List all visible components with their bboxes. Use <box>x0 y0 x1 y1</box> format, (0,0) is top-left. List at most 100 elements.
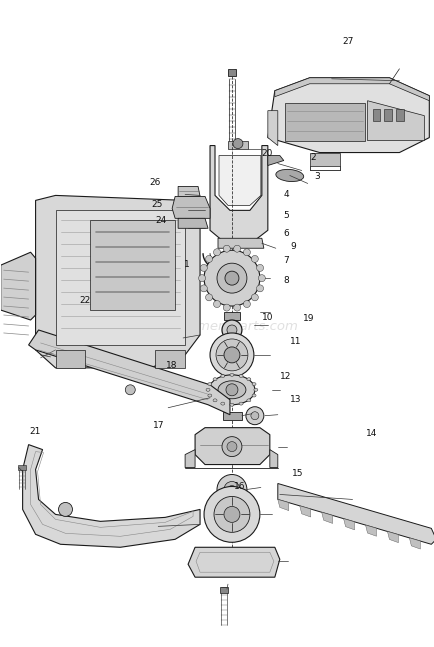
Circle shape <box>233 304 240 311</box>
Circle shape <box>125 385 135 395</box>
Ellipse shape <box>230 403 233 406</box>
Circle shape <box>250 411 258 420</box>
Polygon shape <box>194 428 269 465</box>
Text: 20: 20 <box>261 149 273 159</box>
Circle shape <box>256 285 263 292</box>
Circle shape <box>200 285 207 292</box>
Polygon shape <box>299 506 310 517</box>
Circle shape <box>251 256 258 263</box>
Circle shape <box>233 245 240 252</box>
Circle shape <box>256 265 263 271</box>
Ellipse shape <box>209 375 254 405</box>
Text: 24: 24 <box>155 216 166 225</box>
Circle shape <box>225 384 237 396</box>
Polygon shape <box>36 195 200 368</box>
Polygon shape <box>274 78 428 101</box>
Text: 19: 19 <box>302 314 314 323</box>
Circle shape <box>227 325 237 335</box>
Ellipse shape <box>220 402 224 405</box>
Ellipse shape <box>207 382 211 386</box>
Ellipse shape <box>247 399 250 402</box>
Polygon shape <box>227 69 235 76</box>
Polygon shape <box>284 103 364 140</box>
Text: 17: 17 <box>153 421 164 430</box>
Ellipse shape <box>247 378 250 380</box>
Polygon shape <box>267 78 428 153</box>
Polygon shape <box>227 140 247 149</box>
Circle shape <box>224 507 240 522</box>
Text: 26: 26 <box>148 179 160 188</box>
Polygon shape <box>267 155 283 166</box>
Text: 11: 11 <box>289 337 301 346</box>
Ellipse shape <box>220 375 224 377</box>
Circle shape <box>221 320 241 340</box>
Ellipse shape <box>217 381 245 399</box>
Text: 21: 21 <box>30 428 41 436</box>
Polygon shape <box>220 587 227 593</box>
Circle shape <box>243 301 250 307</box>
Circle shape <box>198 275 205 281</box>
Circle shape <box>227 442 237 452</box>
Polygon shape <box>224 312 240 320</box>
Polygon shape <box>56 210 185 345</box>
Circle shape <box>213 301 220 307</box>
Polygon shape <box>321 512 332 523</box>
Circle shape <box>213 248 220 256</box>
Circle shape <box>200 265 207 271</box>
Text: 12: 12 <box>279 372 291 381</box>
Circle shape <box>59 503 72 516</box>
Circle shape <box>204 487 259 542</box>
Ellipse shape <box>275 170 303 182</box>
Text: 2: 2 <box>309 153 315 162</box>
Polygon shape <box>178 186 200 197</box>
Polygon shape <box>365 525 375 536</box>
Circle shape <box>217 263 247 293</box>
Text: 6: 6 <box>283 228 288 237</box>
Ellipse shape <box>251 394 256 397</box>
Ellipse shape <box>213 378 217 380</box>
Circle shape <box>227 485 235 494</box>
Circle shape <box>214 496 249 532</box>
Polygon shape <box>187 547 279 577</box>
Polygon shape <box>384 109 391 120</box>
Circle shape <box>221 437 241 457</box>
Circle shape <box>245 407 263 424</box>
Polygon shape <box>367 101 423 140</box>
Polygon shape <box>178 218 207 228</box>
Text: 10: 10 <box>261 313 273 322</box>
Polygon shape <box>277 499 288 510</box>
Ellipse shape <box>206 388 210 391</box>
Text: 4: 4 <box>283 190 288 199</box>
Circle shape <box>224 347 240 363</box>
Ellipse shape <box>239 402 243 405</box>
Text: 7: 7 <box>283 256 288 265</box>
Text: 14: 14 <box>365 429 376 437</box>
Polygon shape <box>267 111 277 146</box>
Text: 18: 18 <box>166 361 178 370</box>
Circle shape <box>223 245 230 252</box>
Polygon shape <box>217 238 263 248</box>
Text: 25: 25 <box>151 200 162 209</box>
Ellipse shape <box>253 388 257 391</box>
Polygon shape <box>23 444 200 547</box>
Text: 3: 3 <box>314 172 319 181</box>
Circle shape <box>258 275 265 281</box>
Polygon shape <box>372 109 380 120</box>
Text: 27: 27 <box>341 36 352 45</box>
Text: eReplacementParts.com: eReplacementParts.com <box>136 320 297 333</box>
Circle shape <box>251 294 258 301</box>
Ellipse shape <box>213 399 217 402</box>
Text: 5: 5 <box>283 211 288 219</box>
Polygon shape <box>90 221 175 310</box>
Polygon shape <box>172 197 210 218</box>
Polygon shape <box>408 538 419 549</box>
Ellipse shape <box>239 375 243 377</box>
Circle shape <box>216 339 247 371</box>
Text: 1: 1 <box>184 259 190 269</box>
Circle shape <box>224 481 240 498</box>
Circle shape <box>217 474 247 505</box>
Polygon shape <box>277 483 434 544</box>
Text: 13: 13 <box>289 395 301 404</box>
Circle shape <box>205 294 212 301</box>
Polygon shape <box>18 465 26 470</box>
